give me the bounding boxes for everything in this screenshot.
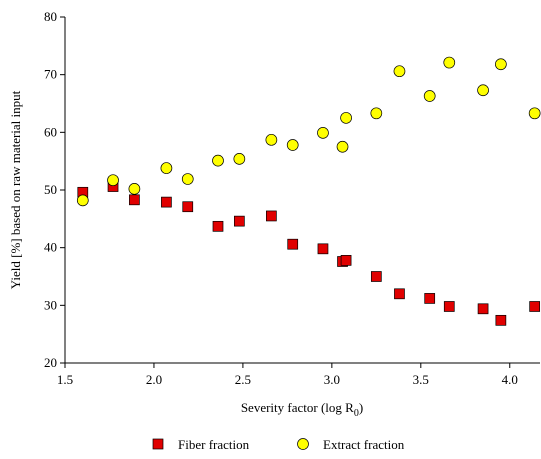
point bbox=[233, 153, 246, 165]
y-tick-label: 80 bbox=[44, 9, 57, 24]
x-axis-label: Severity factor (log R0) bbox=[241, 400, 363, 419]
point bbox=[340, 255, 352, 266]
point bbox=[370, 107, 383, 120]
x-tick-label: 3.5 bbox=[413, 372, 429, 387]
point bbox=[528, 107, 541, 120]
point bbox=[336, 140, 349, 153]
point bbox=[212, 154, 224, 167]
point bbox=[317, 243, 329, 255]
point bbox=[181, 173, 194, 185]
y-tick-label: 40 bbox=[44, 240, 57, 255]
point bbox=[393, 65, 406, 78]
x-tick-label: 2.5 bbox=[235, 372, 251, 387]
point bbox=[477, 84, 489, 97]
x-axis-label-main: Severity factor (log R bbox=[241, 400, 354, 415]
point bbox=[160, 162, 173, 174]
point bbox=[128, 182, 141, 195]
legend-marker bbox=[297, 438, 309, 450]
point bbox=[266, 210, 277, 222]
y-tick-label: 30 bbox=[44, 297, 57, 312]
point bbox=[233, 215, 245, 227]
x-tick-label: 1.5 bbox=[57, 372, 73, 387]
point bbox=[161, 196, 172, 208]
y-tick-label: 50 bbox=[44, 182, 57, 197]
point bbox=[287, 238, 299, 250]
legend-label: Extract fraction bbox=[323, 437, 405, 452]
y-tick-label: 70 bbox=[44, 67, 57, 82]
point bbox=[286, 139, 299, 151]
point bbox=[394, 288, 405, 300]
point bbox=[265, 133, 278, 146]
point bbox=[212, 220, 224, 232]
point bbox=[370, 271, 382, 282]
point bbox=[107, 174, 119, 187]
y-tick-label: 20 bbox=[44, 355, 57, 370]
x-tick-label: 2.0 bbox=[146, 372, 162, 387]
legend-marker bbox=[152, 438, 164, 450]
y-axis-label: Yield [%] based on raw material input bbox=[8, 90, 23, 289]
point bbox=[495, 58, 507, 71]
point bbox=[317, 127, 329, 139]
point bbox=[76, 194, 89, 207]
point bbox=[129, 194, 140, 206]
x-axis-label-end: ) bbox=[359, 400, 363, 415]
point bbox=[423, 90, 436, 102]
x-tick-label: 4.0 bbox=[502, 372, 518, 387]
point bbox=[424, 293, 436, 304]
y-tick-label: 60 bbox=[44, 124, 57, 139]
point bbox=[477, 303, 489, 315]
point bbox=[182, 201, 194, 213]
point bbox=[443, 56, 456, 69]
x-axis-label-sub: 0 bbox=[354, 408, 359, 419]
x-tick-label: 3.0 bbox=[324, 372, 340, 387]
point bbox=[495, 314, 507, 326]
legend-label: Fiber fraction bbox=[178, 437, 250, 452]
point bbox=[340, 112, 352, 124]
point bbox=[443, 301, 455, 312]
point bbox=[529, 301, 541, 312]
